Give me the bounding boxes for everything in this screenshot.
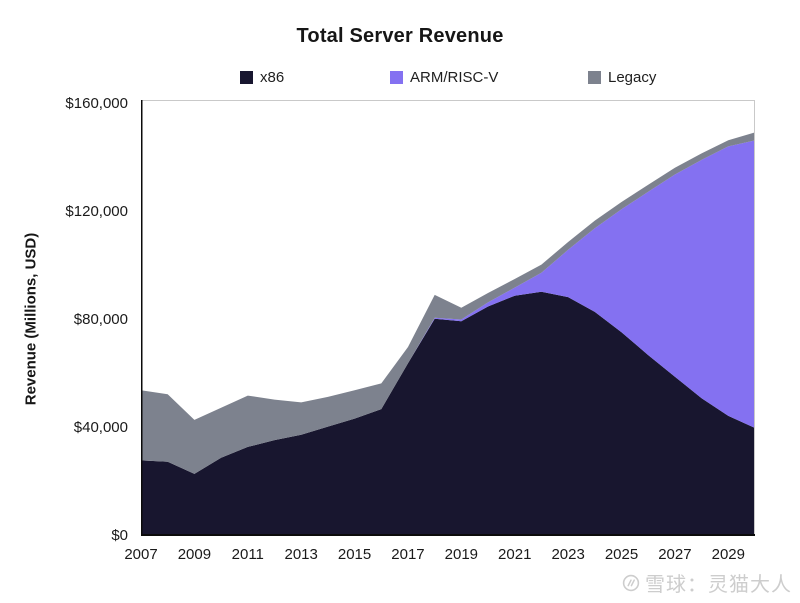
x-tick-label: 2017 <box>391 546 425 563</box>
legend-label: x86 <box>260 69 285 86</box>
x-tick-label: 2007 <box>124 546 158 563</box>
legend-item-arm-risc-v: ARM/RISC-V <box>390 69 498 86</box>
x-tick-label: 2023 <box>551 546 585 563</box>
y-tick-label: $80,000 <box>73 311 128 328</box>
watermark: 雪球：灵猫大人 <box>622 568 792 597</box>
x-tick-label: 2013 <box>284 546 318 563</box>
area-arm-risc-v <box>141 140 755 474</box>
xueqiu-logo-icon <box>622 574 640 591</box>
x-tick-label: 2009 <box>177 546 212 563</box>
watermark-text: 雪球：灵猫大人 <box>645 574 792 596</box>
area-x86 <box>141 291 755 536</box>
plot-area <box>141 100 755 536</box>
x-tick-label: 2021 <box>498 546 532 563</box>
x-tick-label: 2025 <box>604 546 639 563</box>
x-tick-label: 2011 <box>231 546 264 563</box>
x-tick-label: 2019 <box>444 546 479 563</box>
y-tick-label: $120,000 <box>65 203 128 220</box>
y-tick-label: $160,000 <box>65 95 128 112</box>
chart-title: Total Server Revenue <box>296 25 504 47</box>
area-legacy <box>141 132 755 474</box>
legend-swatch <box>240 71 253 84</box>
legend-swatch <box>390 71 403 84</box>
x-tick-label: 2029 <box>711 546 745 563</box>
y-tick-label: $0 <box>111 527 128 544</box>
legend-label: ARM/RISC-V <box>410 69 499 86</box>
x-tick-label: 2027 <box>658 546 692 563</box>
legend-label: Legacy <box>608 69 657 86</box>
y-tick-label: $40,000 <box>73 419 128 436</box>
legend-item-x86: x86 <box>240 69 284 86</box>
legend-item-legacy: Legacy <box>588 69 656 86</box>
legend-swatch <box>588 71 601 84</box>
x-tick-label: 2015 <box>337 546 372 563</box>
